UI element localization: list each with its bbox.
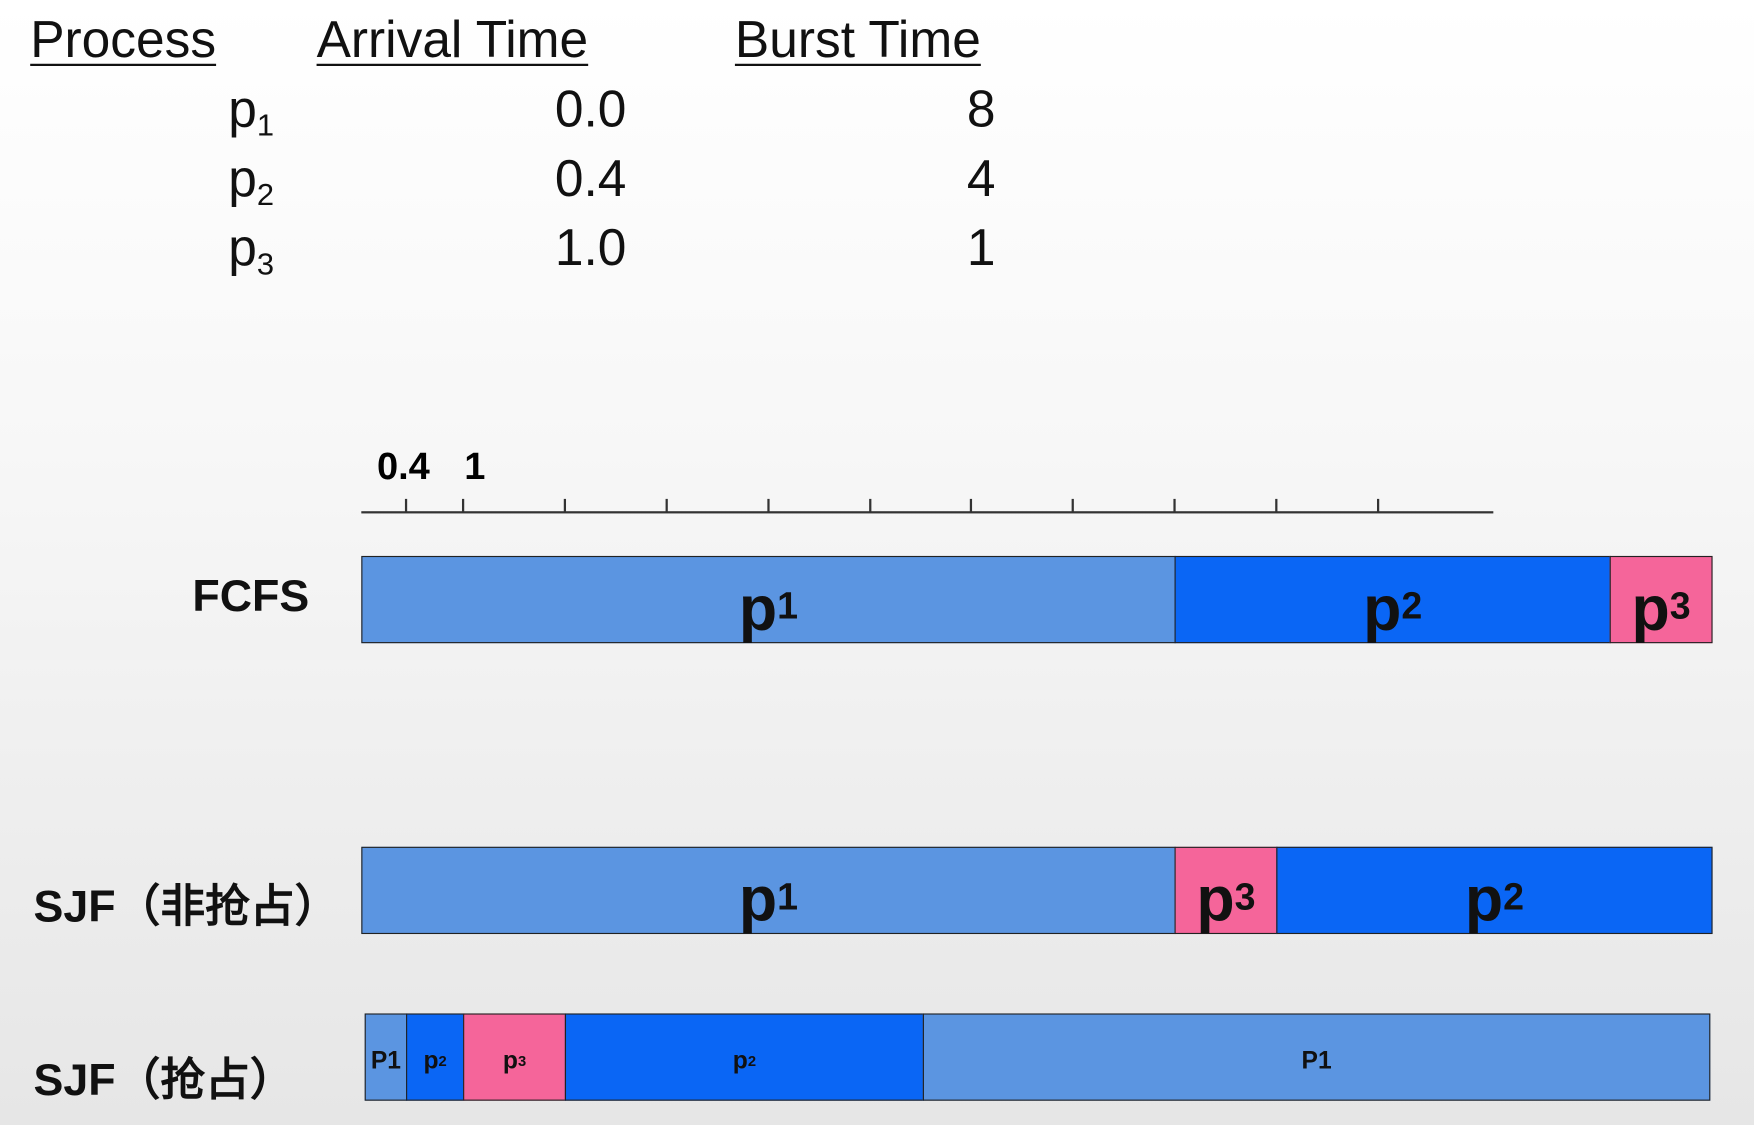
burst-cell: 4 <box>966 148 996 207</box>
text: p <box>423 1045 439 1074</box>
subscript: 1 <box>777 586 799 628</box>
gantt-segment: P1 <box>922 1013 1711 1101</box>
subscript: 2 <box>438 1052 447 1069</box>
text: p <box>228 218 257 277</box>
tick-label: 1 <box>464 445 486 488</box>
tick-label: 0.4 <box>376 445 430 488</box>
text: P1 <box>370 1045 401 1074</box>
subscript: 1 <box>777 876 799 919</box>
header: Arrival Time <box>316 10 589 69</box>
time-axis <box>361 511 1494 514</box>
subscript: 2 <box>1503 876 1525 919</box>
gantt-segment: P1 <box>364 1013 408 1101</box>
tick <box>1376 498 1380 513</box>
text: p <box>228 148 257 207</box>
header: Process <box>30 10 217 69</box>
process-cell: p2 <box>228 148 274 213</box>
subscript: 3 <box>1234 876 1256 919</box>
tick <box>1173 498 1176 513</box>
row-label: SJF（非抢占） <box>33 882 340 932</box>
header: Burst Time <box>734 10 981 69</box>
text: p <box>1631 572 1670 643</box>
tick <box>969 498 973 513</box>
tick <box>665 498 668 513</box>
process-cell: p3 <box>228 217 274 282</box>
tick <box>767 498 770 513</box>
text: P1 <box>1301 1045 1332 1074</box>
tick <box>563 498 567 513</box>
tick <box>869 498 872 513</box>
process-cell: p1 <box>228 78 274 143</box>
tick <box>1071 498 1074 513</box>
subscript: 2 <box>256 177 275 212</box>
tick <box>404 498 408 513</box>
row-label: FCFS <box>192 571 310 621</box>
text: p <box>1464 862 1504 934</box>
burst-cell: 8 <box>966 79 996 138</box>
text: p <box>738 572 778 643</box>
tick <box>1275 498 1278 513</box>
subscript: 2 <box>747 1052 757 1069</box>
subscript: 3 <box>517 1052 527 1069</box>
arrival-cell: 1.0 <box>554 218 627 277</box>
subscript: 3 <box>256 246 275 282</box>
subscript: 1 <box>256 107 275 143</box>
text: p <box>732 1045 748 1074</box>
text: p <box>738 862 778 934</box>
subscript: 3 <box>1669 586 1691 628</box>
text: p <box>1363 572 1402 643</box>
tick <box>461 498 465 513</box>
arrival-cell: 0.4 <box>554 148 627 207</box>
row-label: SJF（抢占） <box>33 1055 295 1106</box>
text: p <box>1196 862 1235 934</box>
burst-cell: 1 <box>966 218 996 277</box>
subscript: 2 <box>1401 586 1423 628</box>
text: p <box>502 1045 518 1074</box>
text: p <box>228 79 257 138</box>
arrival-cell: 0.0 <box>554 79 627 138</box>
